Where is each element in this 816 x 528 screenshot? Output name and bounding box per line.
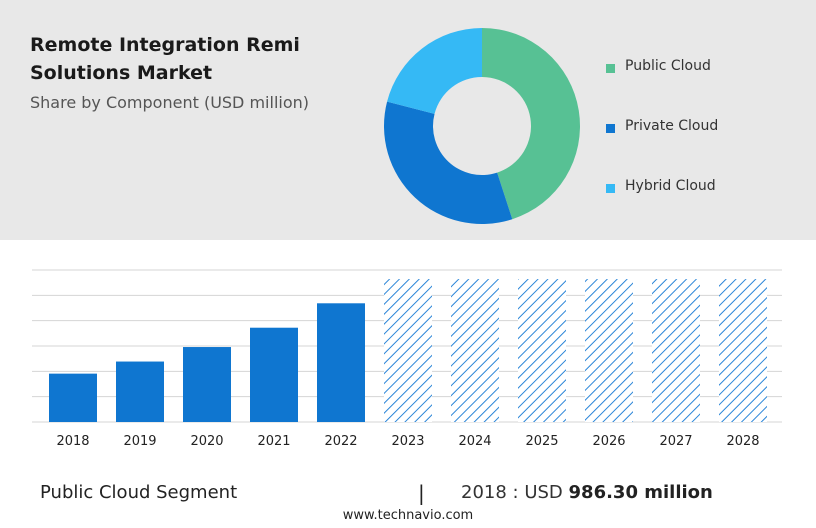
footer-divider: | — [418, 481, 425, 505]
legend-label: Private Cloud — [625, 118, 719, 134]
x-tick-label: 2019 — [123, 434, 156, 449]
x-tick-label: 2025 — [525, 434, 558, 449]
x-tick-label: 2018 — [56, 434, 89, 449]
forecast-bar-2024 — [451, 279, 499, 422]
segment-label: Public Cloud Segment — [40, 482, 238, 503]
source-watermark[interactable]: www.technavio.com — [342, 508, 474, 523]
bar-2021 — [250, 327, 298, 422]
legend-swatch-private-cloud — [606, 124, 615, 133]
bar-2022 — [317, 303, 365, 422]
x-axis-ticks: 2018 2019 2020 2021 2022 2023 2024 2025 2026 2027… — [56, 434, 759, 449]
chart-subtitle: Share by Component (USD million) — [30, 93, 309, 112]
forecast-bar-2026 — [585, 279, 633, 422]
legend-swatch-hybrid-cloud — [606, 184, 615, 193]
legend-label: Public Cloud — [625, 58, 711, 74]
forecast-bar-2025 — [518, 279, 566, 422]
x-tick-label: 2021 — [257, 434, 290, 449]
donut-slice-private-cloud — [384, 101, 513, 224]
x-tick-label: 2027 — [659, 434, 692, 449]
forecast-bar-2023 — [384, 279, 432, 422]
donut-slice-public-cloud — [482, 28, 580, 220]
x-tick-label: 2028 — [726, 434, 759, 449]
legend-label: Hybrid Cloud — [625, 178, 716, 194]
x-tick-label: 2024 — [458, 434, 491, 449]
summary-panel: Remote Integration Remi Solutions Market… — [0, 0, 816, 240]
forecast-bar-2027 — [652, 279, 700, 422]
x-tick-label: 2026 — [592, 434, 625, 449]
chart-title: Remote Integration Remi Solutions Market — [30, 34, 300, 84]
x-tick-label: 2022 — [324, 434, 357, 449]
bar-series — [49, 279, 767, 422]
bar-2020 — [183, 347, 231, 422]
donut-slice-hybrid-cloud — [387, 28, 482, 114]
bar-2018 — [49, 373, 97, 422]
x-tick-label: 2020 — [190, 434, 223, 449]
x-tick-label: 2023 — [391, 434, 424, 449]
legend-swatch-public-cloud — [606, 64, 615, 73]
stat-prefix: 2018 : USD — [461, 482, 563, 503]
donut-chart — [384, 28, 580, 224]
stat-value: 986.30 million — [568, 482, 713, 503]
bar-chart: 2018 2019 2020 2021 2022 2023 2024 2025 2026 2027… — [32, 269, 782, 449]
forecast-bar-2028 — [719, 279, 767, 422]
bar-2019 — [116, 361, 164, 422]
segment-stat: 2018 : USD 986.30 million — [461, 482, 713, 503]
